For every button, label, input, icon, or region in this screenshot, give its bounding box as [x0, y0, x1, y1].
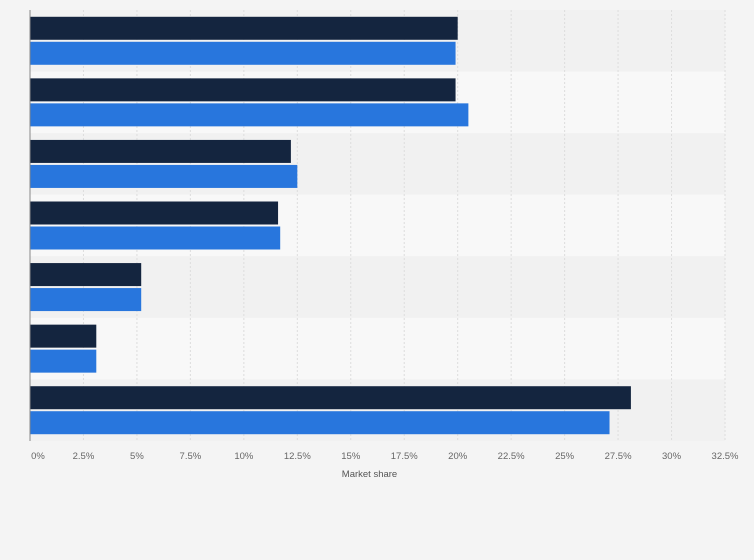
x-tick-label: 17.5% [391, 451, 418, 462]
category-bands [30, 10, 725, 441]
bar-series-1[interactable] [30, 263, 142, 287]
x-tick-label: 30% [662, 451, 682, 462]
x-tick-label: 22.5% [498, 451, 525, 462]
x-tick-label: 0% [31, 451, 45, 462]
x-tick-label: 27.5% [605, 451, 632, 462]
bar-series-2[interactable] [30, 103, 469, 127]
x-tick-label: 12.5% [284, 451, 311, 462]
x-tick-label: 20% [448, 451, 468, 462]
bar-series-2[interactable] [30, 349, 97, 373]
bar-series-2[interactable] [30, 164, 298, 188]
x-tick-label: 10% [234, 451, 254, 462]
bar-series-2[interactable] [30, 411, 610, 435]
x-tick-label: 15% [341, 451, 361, 462]
x-axis-title: Market share [342, 469, 397, 480]
bar-series-1[interactable] [30, 201, 279, 225]
bar-series-1[interactable] [30, 16, 458, 40]
bar-series-2[interactable] [30, 288, 142, 312]
bars [30, 16, 631, 435]
bar-series-1[interactable] [30, 78, 456, 102]
x-tick-label: 25% [555, 451, 575, 462]
bar-series-2[interactable] [30, 226, 281, 250]
x-tick-label: 2.5% [73, 451, 95, 462]
bar-series-1[interactable] [30, 386, 631, 410]
x-tick-label: 5% [130, 451, 144, 462]
x-tick-label: 32.5% [712, 451, 739, 462]
bar-series-2[interactable] [30, 41, 456, 65]
x-tick-label: 7.5% [180, 451, 202, 462]
bar-series-1[interactable] [30, 139, 291, 163]
category-band [30, 256, 725, 318]
x-tick-labels: 0% 2.5% 5% 7.5% 10% 12.5% 15% 17.5% 20% 22.5% 25% 2… [31, 451, 739, 462]
bar-series-1[interactable] [30, 324, 97, 348]
category-band [30, 317, 725, 380]
